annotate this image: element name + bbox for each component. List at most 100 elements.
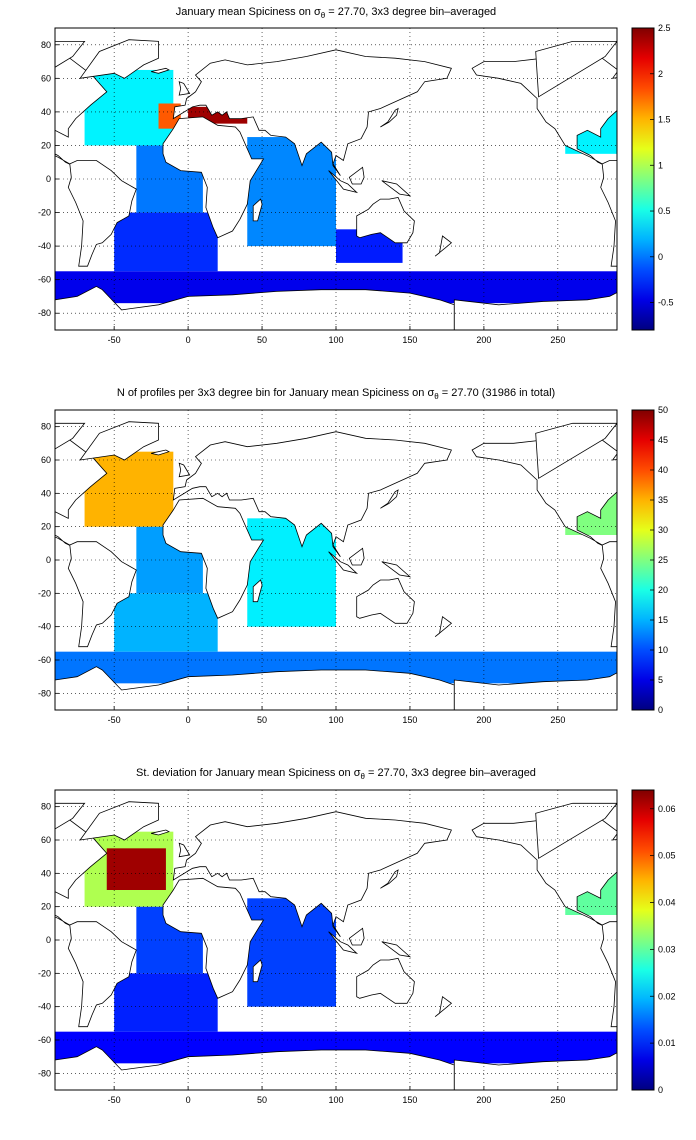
x-tick-label: 250 (550, 715, 565, 725)
coastline (67, 160, 137, 267)
y-tick-label: -60 (38, 655, 51, 665)
x-tick-label: 100 (328, 715, 343, 725)
coastline (55, 285, 455, 330)
x-tick-label: 100 (328, 1095, 343, 1105)
coastline (162, 116, 265, 239)
coastline (356, 957, 415, 1004)
colorbar-tick-label: 0.04 (658, 898, 676, 908)
x-tick-label: -50 (108, 715, 121, 725)
colorbar-gradient (631, 27, 655, 331)
coastline (453, 672, 617, 710)
colorbar-tick-label: 1 (658, 160, 663, 170)
y-tick-label: 80 (41, 422, 51, 432)
y-tick-label: 0 (46, 935, 51, 945)
colorbar-tick-label: -0.5 (658, 298, 674, 308)
x-tick-label: 150 (402, 715, 417, 725)
coastline (684, 830, 696, 835)
panel-title-std-deviation: St. deviation for January mean Spiciness… (136, 767, 536, 782)
coastline (172, 49, 452, 176)
x-tick-label: 0 (186, 335, 191, 345)
y-tick-label: -40 (38, 622, 51, 632)
colorbar-tick-label: 2 (658, 69, 663, 79)
x-tick-label: 50 (257, 335, 267, 345)
coastline (151, 67, 170, 74)
panel-title-profile-count: N of profiles per 3x3 degree bin for Jan… (116, 387, 556, 402)
coastline (611, 833, 617, 841)
coastline (252, 579, 263, 603)
x-tick-label: 200 (476, 1095, 491, 1105)
data-bin-region-2 (114, 212, 218, 272)
colorbar-tick-label: 20 (658, 585, 668, 595)
coastline (328, 931, 359, 955)
coastline (151, 449, 170, 456)
data-bin-region-6 (247, 898, 336, 1007)
colorbar-tick-label: 30 (658, 525, 668, 535)
colorbar-tick-label: 45 (658, 435, 668, 445)
colorbar-tick-label: 0.02 (658, 991, 676, 1001)
x-tick-label: 0 (186, 1095, 191, 1105)
x-tick-label: -50 (108, 1095, 121, 1105)
colorbar-tick-label: 0.5 (658, 206, 671, 216)
colorbar-1: 2.5 2 1.5 1 0.5 0 -0.5 (631, 23, 674, 331)
x-tick-label: 250 (550, 1095, 565, 1105)
data-bin-region-7 (247, 137, 336, 247)
colorbar-tick-label: 0 (658, 705, 663, 715)
coastline (162, 497, 265, 619)
y-tick-label: 40 (41, 107, 51, 117)
coastline (67, 921, 137, 1028)
colorbar-tick-label: 0 (658, 1085, 663, 1095)
data-bin-region-2 (114, 593, 218, 652)
y-tick-label: 20 (41, 522, 51, 532)
x-tick-label: 200 (476, 715, 491, 725)
panel-title-spiciness: January mean Spiciness on σθ = 27.70, 3x… (175, 6, 497, 21)
coastline (79, 421, 159, 461)
y-tick-label: -80 (38, 688, 51, 698)
coastline (600, 160, 617, 267)
coastline (162, 877, 265, 999)
coastline (79, 801, 159, 841)
colorbar-gradient (631, 789, 655, 1091)
colorbar-3: 0.06 0.05 0.04 0.03 0.02 0.01 0 (631, 789, 676, 1095)
colorbar-tick-label: 0.06 (658, 804, 676, 814)
data-bin-region-4 (84, 451, 174, 527)
coastline (381, 561, 412, 578)
x-tick-label: 200 (476, 335, 491, 345)
coastline (356, 197, 415, 244)
colorbar-tick-label: 0.05 (658, 851, 676, 861)
coastline (611, 71, 617, 79)
data-bin-region-5 (106, 848, 166, 890)
y-tick-label: -20 (38, 968, 51, 978)
coastline (535, 41, 617, 98)
data-bin-region-5 (247, 518, 336, 627)
colorbar-tick-label: 1.5 (658, 115, 671, 125)
coastline (684, 450, 696, 455)
x-tick-label: 150 (402, 1095, 417, 1105)
colorbar-tick-label: 0.03 (658, 944, 676, 954)
coastline (55, 802, 86, 830)
coastline (453, 1052, 617, 1090)
coastline (380, 869, 399, 889)
colorbar-tick-label: 25 (658, 555, 668, 565)
x-tick-label: -50 (108, 335, 121, 345)
y-tick-label: -40 (38, 241, 51, 251)
coastline (252, 198, 263, 222)
x-tick-label: 50 (257, 1095, 267, 1105)
coastline (55, 422, 86, 450)
coastline (178, 462, 191, 478)
coastline (380, 489, 399, 509)
coastline (453, 292, 617, 330)
colorbar-tick-label: 0.01 (658, 1038, 676, 1048)
coastline (380, 107, 399, 128)
coastline (55, 41, 86, 68)
coastline (172, 811, 452, 937)
y-tick-label: -60 (38, 1035, 51, 1045)
colorbar-tick-label: 40 (658, 465, 668, 475)
y-tick-label: -40 (38, 1002, 51, 1012)
colorbar-tick-label: 50 (658, 405, 668, 415)
x-tick-label: 0 (186, 715, 191, 725)
y-tick-label: 60 (41, 455, 51, 465)
y-tick-label: 0 (46, 555, 51, 565)
